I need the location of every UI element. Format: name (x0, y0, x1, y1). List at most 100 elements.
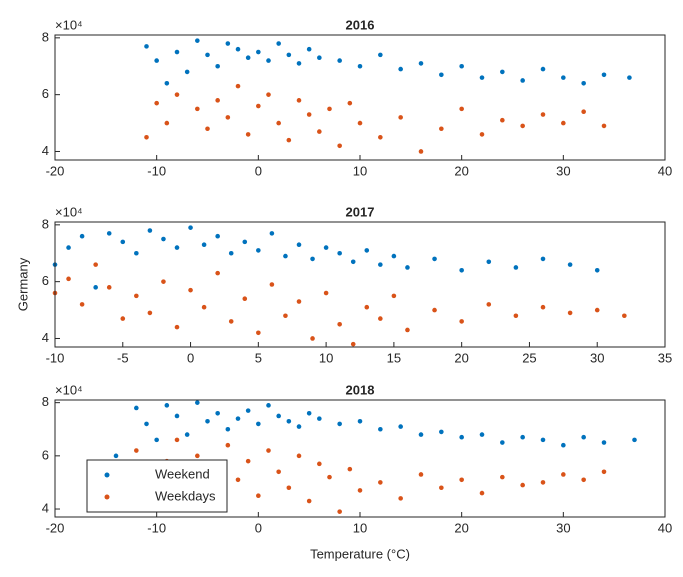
x-tick-label: -10 (147, 520, 166, 535)
x-tick-label: -10 (147, 163, 166, 178)
data-point (205, 52, 210, 58)
data-point (513, 313, 519, 319)
x-tick-label: 10 (319, 350, 333, 365)
data-point (459, 434, 464, 440)
x-axis-label: Temperature (°C) (310, 546, 410, 561)
data-point (296, 242, 302, 248)
legend-label: Weekend (155, 466, 210, 481)
data-point (174, 437, 180, 443)
data-point (201, 242, 207, 248)
data-point (266, 92, 271, 97)
legend-marker (104, 494, 110, 500)
data-point (286, 137, 292, 143)
data-point (66, 245, 71, 250)
data-point (306, 498, 312, 504)
data-point (364, 304, 370, 310)
data-point (540, 304, 546, 310)
data-point (66, 276, 71, 282)
data-point (500, 117, 505, 123)
data-point (201, 304, 207, 310)
data-point (188, 225, 193, 230)
x-tick-label: 10 (353, 520, 367, 535)
data-point (378, 480, 383, 485)
data-point (154, 100, 159, 106)
data-point (245, 408, 251, 413)
data-point (245, 458, 251, 464)
data-point (317, 129, 322, 134)
data-point (540, 437, 546, 443)
data-point (581, 477, 586, 483)
data-point (567, 310, 573, 316)
data-point (540, 112, 546, 117)
y-tick-label: 4 (42, 330, 49, 345)
data-point (486, 259, 492, 265)
data-point (439, 485, 444, 491)
data-point (276, 413, 281, 419)
data-point (228, 319, 234, 324)
y-scale-label: ×10⁴ (55, 382, 83, 397)
data-point (147, 310, 153, 316)
data-point (520, 123, 525, 129)
data-point (184, 69, 190, 75)
x-tick-label: 0 (187, 350, 194, 365)
data-point (215, 270, 220, 276)
data-point (594, 307, 600, 313)
data-point (195, 453, 200, 459)
x-tick-label: 10 (353, 163, 367, 178)
y-tick-label: 4 (42, 500, 49, 515)
data-point (357, 488, 363, 493)
data-point (439, 72, 444, 78)
data-point (398, 115, 403, 120)
legend-marker (104, 472, 110, 478)
data-point (317, 416, 322, 421)
y-tick-label: 8 (42, 216, 49, 231)
data-point (398, 496, 403, 501)
data-point (594, 267, 600, 273)
x-tick-label: 30 (556, 163, 570, 178)
data-point (256, 49, 261, 55)
data-point (164, 403, 170, 408)
data-point (306, 112, 312, 117)
data-point (601, 440, 607, 445)
data-point (283, 253, 288, 259)
data-point (357, 418, 363, 424)
data-point (323, 245, 329, 250)
data-point (245, 55, 251, 61)
data-point (245, 132, 251, 137)
data-point (337, 509, 342, 514)
data-point (479, 432, 485, 437)
axes-box (54, 221, 666, 348)
x-tick-label: 0 (255, 163, 262, 178)
data-point (235, 416, 241, 421)
data-point (432, 256, 437, 262)
data-point (601, 469, 607, 475)
data-point (134, 448, 139, 453)
data-point (500, 440, 505, 445)
data-point (242, 239, 248, 245)
x-tick-label: 40 (658, 520, 672, 535)
data-point (134, 405, 139, 411)
data-point (520, 434, 525, 440)
data-point (405, 265, 410, 270)
data-point (215, 98, 220, 103)
data-point (283, 313, 288, 319)
data-point (306, 410, 312, 416)
data-point (205, 418, 210, 424)
data-point (310, 336, 315, 341)
data-point (317, 55, 322, 61)
data-point (286, 418, 292, 424)
data-point (195, 106, 200, 112)
data-point (337, 321, 342, 327)
data-point (581, 434, 586, 440)
data-point (296, 61, 302, 66)
data-point (188, 287, 193, 293)
data-point (164, 80, 170, 86)
data-point (235, 46, 241, 52)
data-point (350, 341, 356, 347)
data-point (513, 265, 519, 270)
x-tick-label: 20 (454, 350, 468, 365)
panel-title: 2018 (346, 382, 375, 397)
data-point (347, 466, 353, 472)
